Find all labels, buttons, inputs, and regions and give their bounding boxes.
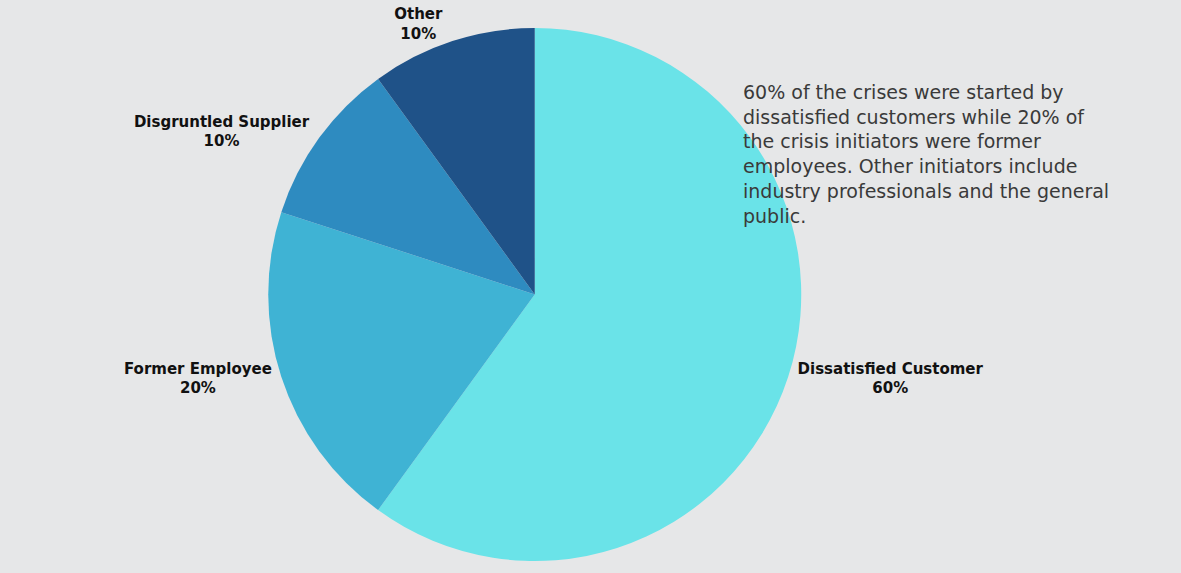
- svg-text:Other10%: Other10%: [394, 5, 443, 43]
- svg-text:Disgruntled Supplier10%: Disgruntled Supplier10%: [134, 113, 310, 150]
- svg-text:60% of the crises were started: 60% of the crises were started bydissati…: [743, 81, 1109, 227]
- svg-text:Former Employee20%: Former Employee20%: [124, 360, 272, 398]
- svg-text:Dissatisfied Customer60%: Dissatisfied Customer60%: [798, 360, 984, 398]
